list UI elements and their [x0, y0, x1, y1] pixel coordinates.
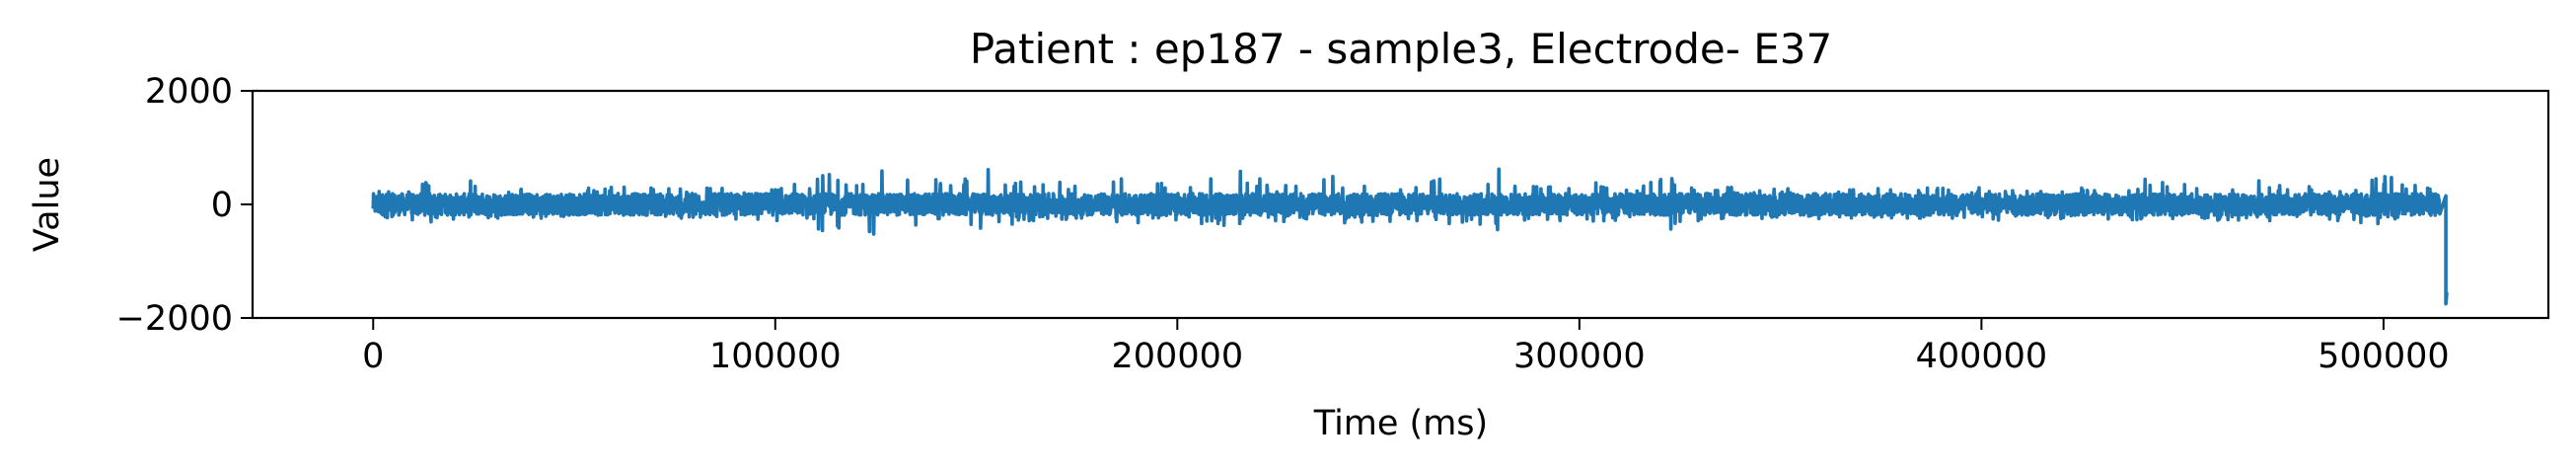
y-tick-label: −2000 [116, 299, 233, 339]
plot-area [251, 89, 2550, 320]
chart-title: Patient : ep187 - sample3, Electrode- E3… [970, 25, 1832, 73]
x-tick-label: 500000 [2318, 337, 2450, 376]
signal-series-line [371, 167, 2449, 306]
y-tick-label: 2000 [145, 72, 233, 112]
x-tick-label: 200000 [1112, 337, 1244, 376]
y-axis-label: Value [28, 157, 67, 252]
x-tick-label: 0 [362, 337, 384, 376]
x-axis-ticks: 0 100000 200000 300000 400000 500000 [362, 318, 2450, 376]
x-tick-label: 100000 [709, 337, 842, 376]
x-tick-label: 300000 [1513, 337, 1646, 376]
y-axis-ticks: −2000 0 2000 [116, 72, 253, 339]
x-tick-label: 400000 [1916, 337, 2048, 376]
y-tick-label: 0 [211, 186, 233, 225]
x-axis-label: Time (ms) [1313, 404, 1488, 443]
